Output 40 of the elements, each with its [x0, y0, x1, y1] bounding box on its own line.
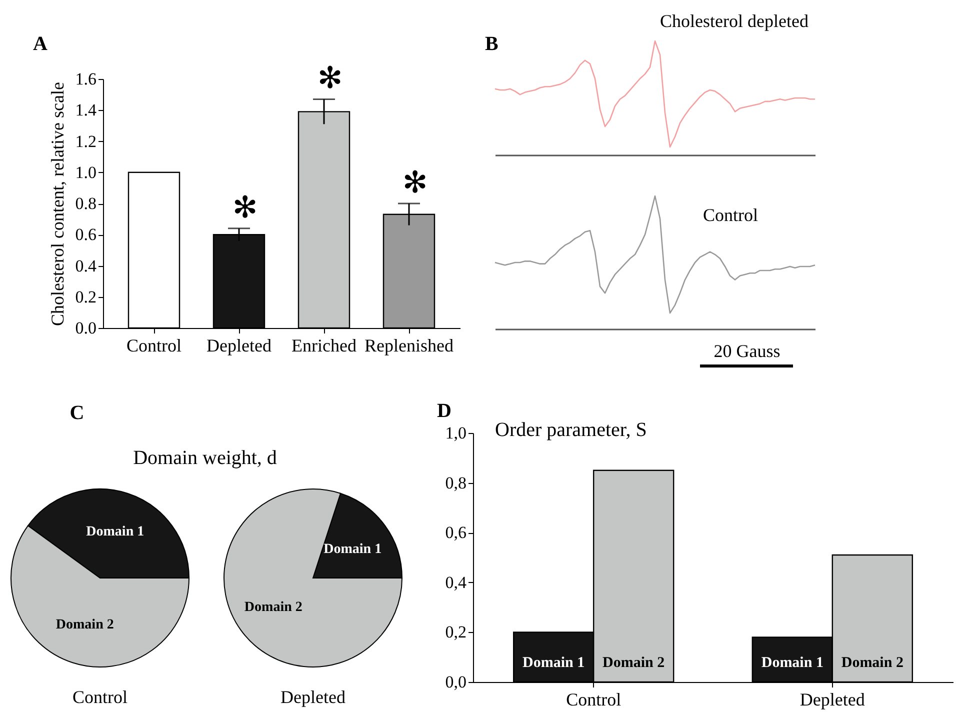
y-tick-label: 0.0	[75, 318, 96, 338]
annotation: ✻	[317, 61, 343, 96]
y-tick-label: 0,0	[445, 672, 466, 692]
annotation: ✻	[402, 166, 428, 200]
annotation: ✻	[232, 190, 258, 226]
text: Domain 2	[841, 655, 904, 671]
text: 20 Gauss	[714, 341, 780, 361]
y-tick-label: 1.6	[75, 70, 96, 88]
y-tick-label: 0.8	[75, 194, 96, 213]
chart-title: C	[70, 402, 84, 424]
x-tick-label: Control	[126, 336, 182, 356]
slice-label: Domain 2	[56, 618, 114, 633]
chart-subtitle: Domain weight, d	[133, 447, 277, 469]
series-label: Control	[703, 205, 758, 225]
x-tick-label: Enriched	[292, 336, 356, 356]
slice-label: Domain 1	[324, 542, 382, 558]
series-label: Cholesterol depleted	[660, 11, 808, 31]
y-tick-label: 0.6	[75, 225, 96, 244]
chart-title: A	[33, 33, 48, 55]
y-tick-label: 0,6	[445, 523, 466, 542]
series-label: Domain 2	[602, 655, 665, 671]
chart-title: B	[485, 33, 498, 55]
series-label: Domain 1	[522, 655, 585, 671]
y-tick-label: 0,8	[445, 473, 466, 492]
slice-label: Domain 2	[244, 600, 302, 615]
x-tick-label: Depleted	[206, 336, 272, 356]
slice-label: Domain 1	[86, 524, 144, 540]
y-tick-label: 1,0	[445, 424, 466, 442]
chart-subtitle: Order parameter, S	[495, 419, 647, 441]
y-tick-label: 1.2	[75, 132, 96, 151]
y-tick-label: 0,2	[445, 622, 466, 642]
y-tick-label: 0,4	[445, 572, 467, 592]
x-tick-label: Replenished	[364, 336, 454, 356]
y-tick-label: 0.4	[75, 256, 97, 276]
y-axis-title: Cholesterol content, relative scale	[47, 82, 68, 326]
text: Domain 1	[761, 655, 824, 671]
y-tick-label: 0.2	[75, 287, 96, 306]
chart-title: D	[437, 400, 452, 422]
y-tick-label: 1.0	[75, 162, 96, 182]
y-tick-label: 1.4	[75, 100, 97, 120]
